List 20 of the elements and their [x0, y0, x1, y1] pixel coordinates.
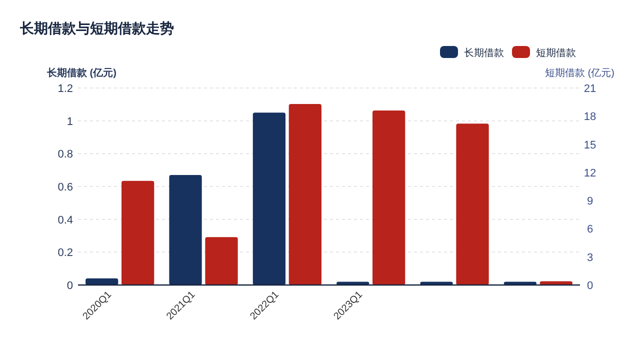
y2-tick-label: 3	[586, 252, 594, 264]
y-axis-title: 长期借款 (亿元)	[46, 67, 116, 79]
y2-tick-label: 9	[586, 196, 594, 208]
y2-tick-label: 6	[586, 224, 594, 236]
y2-tick-label: 21	[584, 83, 596, 95]
y-tick-label: 0.2	[58, 247, 73, 260]
y2-tick-label: 18	[584, 111, 596, 124]
legend-label: 长期借款	[464, 47, 504, 59]
y-tick-label: 0.6	[58, 182, 73, 194]
y2-tick-label: 0	[586, 280, 594, 292]
y-tick-label: 1	[66, 116, 73, 128]
y-tick-label: 0	[66, 280, 73, 292]
y2-axis-title: 短期借款 (亿元)	[545, 67, 614, 79]
y2-tick-label: 12	[584, 167, 596, 180]
y-tick-label: 1.2	[58, 83, 73, 95]
chart-title: 长期借款与短期借款走势	[19, 20, 174, 36]
y-tick-label: 0.4	[58, 214, 73, 226]
y-tick-label: 0.8	[58, 148, 73, 161]
legend-label: 短期借款	[536, 47, 576, 59]
y2-tick-label: 15	[584, 139, 596, 152]
